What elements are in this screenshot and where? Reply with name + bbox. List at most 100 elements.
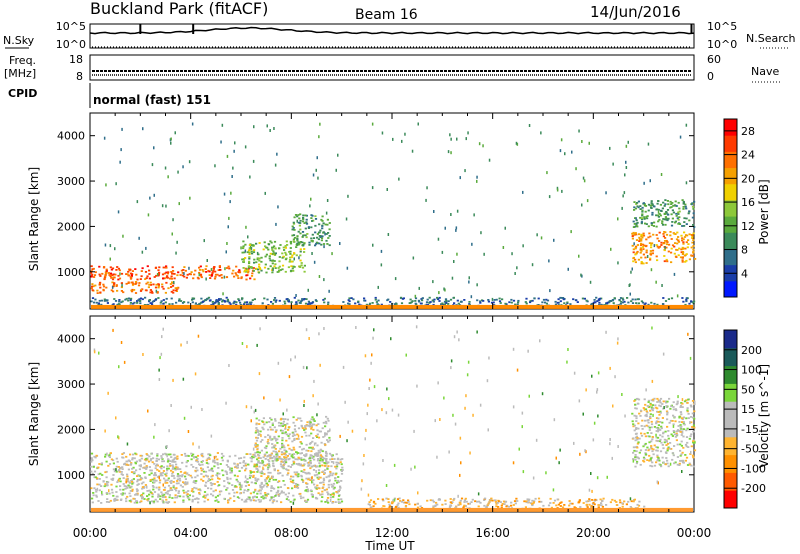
data-cell — [297, 452, 300, 454]
data-cell — [503, 503, 506, 505]
data-cell — [138, 298, 141, 301]
data-cell — [372, 505, 375, 508]
data-cell — [106, 484, 109, 486]
data-cell — [682, 206, 685, 208]
data-cell — [151, 485, 155, 487]
colorbar-tick-label: 200 — [741, 344, 762, 357]
data-cell — [680, 444, 683, 447]
data-cell — [327, 465, 330, 467]
data-cell — [118, 269, 121, 272]
data-cell — [414, 297, 418, 300]
data-cell — [136, 501, 139, 504]
data-cell — [280, 453, 283, 456]
data-cell — [246, 453, 249, 455]
data-cell — [200, 467, 203, 470]
data-cell — [244, 462, 247, 465]
data-cell — [326, 243, 329, 245]
data-cell — [200, 473, 203, 475]
data-cell — [632, 231, 635, 234]
data-cell — [635, 427, 638, 429]
data-cell — [145, 459, 148, 462]
data-cell — [650, 447, 654, 450]
data-cell — [192, 453, 195, 456]
data-cell — [171, 459, 174, 462]
data-cell — [287, 472, 290, 475]
data-cell — [596, 300, 599, 302]
data-cell — [328, 235, 331, 237]
data-cell — [275, 439, 278, 442]
data-cell — [175, 489, 178, 492]
data-cell — [322, 483, 325, 486]
data-cell — [612, 404, 614, 408]
data-cell — [277, 267, 280, 269]
data-cell — [241, 258, 244, 261]
data-cell — [647, 425, 650, 428]
data-cell — [206, 475, 209, 478]
data-cell — [683, 428, 686, 431]
data-cell — [156, 453, 159, 455]
data-cell — [397, 506, 400, 509]
data-cell — [248, 476, 252, 479]
data-cell — [528, 394, 530, 398]
data-cell — [255, 423, 258, 426]
data-cell — [140, 495, 143, 498]
data-cell — [649, 464, 652, 467]
data-cell — [662, 461, 665, 464]
data-cell — [659, 405, 662, 408]
data-cell — [679, 443, 682, 446]
data-cell — [332, 493, 335, 496]
data-cell — [358, 303, 361, 306]
data-cell — [601, 505, 604, 508]
data-cell — [642, 202, 645, 204]
data-cell — [340, 472, 344, 475]
data-cell — [550, 506, 553, 509]
data-cell — [246, 481, 249, 483]
data-cell — [318, 487, 321, 490]
data-cell — [637, 504, 641, 507]
data-cell — [171, 285, 175, 287]
data-cell — [276, 491, 280, 493]
data-cell — [301, 266, 305, 269]
data-cell — [136, 278, 139, 281]
data-cell — [303, 404, 305, 407]
data-cell — [646, 432, 649, 434]
data-cell — [158, 481, 161, 484]
data-cell — [148, 489, 151, 492]
data-cell — [364, 354, 367, 358]
data-cell — [540, 131, 542, 135]
data-cell — [284, 247, 287, 249]
data-cell — [226, 298, 229, 301]
data-cell — [313, 474, 316, 477]
data-cell — [274, 267, 277, 269]
data-cell — [240, 246, 242, 250]
data-cell — [665, 444, 668, 446]
data-cell — [270, 452, 273, 455]
data-cell — [293, 428, 296, 431]
data-cell — [575, 167, 577, 171]
data-cell — [174, 494, 177, 497]
data-cell — [169, 480, 172, 483]
data-cell — [445, 302, 448, 304]
data-cell — [178, 202, 180, 206]
data-cell — [267, 462, 270, 465]
data-cell — [655, 244, 658, 246]
data-cell — [268, 437, 272, 439]
data-cell — [394, 277, 397, 281]
data-cell — [285, 498, 288, 500]
data-cell — [108, 454, 111, 456]
data-cell — [171, 232, 173, 236]
data-cell — [522, 190, 524, 194]
data-cell — [149, 284, 153, 286]
data-cell — [256, 431, 259, 433]
data-cell — [201, 463, 204, 466]
data-cell — [263, 484, 266, 487]
data-cell — [312, 464, 315, 467]
power-x-ticks — [89, 113, 695, 309]
colorbar-tick-label: -100 — [741, 462, 766, 475]
data-cell — [311, 446, 314, 449]
data-cell — [218, 490, 222, 493]
data-cell — [644, 210, 647, 213]
data-cell — [125, 297, 128, 300]
data-cell — [631, 267, 633, 271]
data-cell — [504, 302, 507, 305]
